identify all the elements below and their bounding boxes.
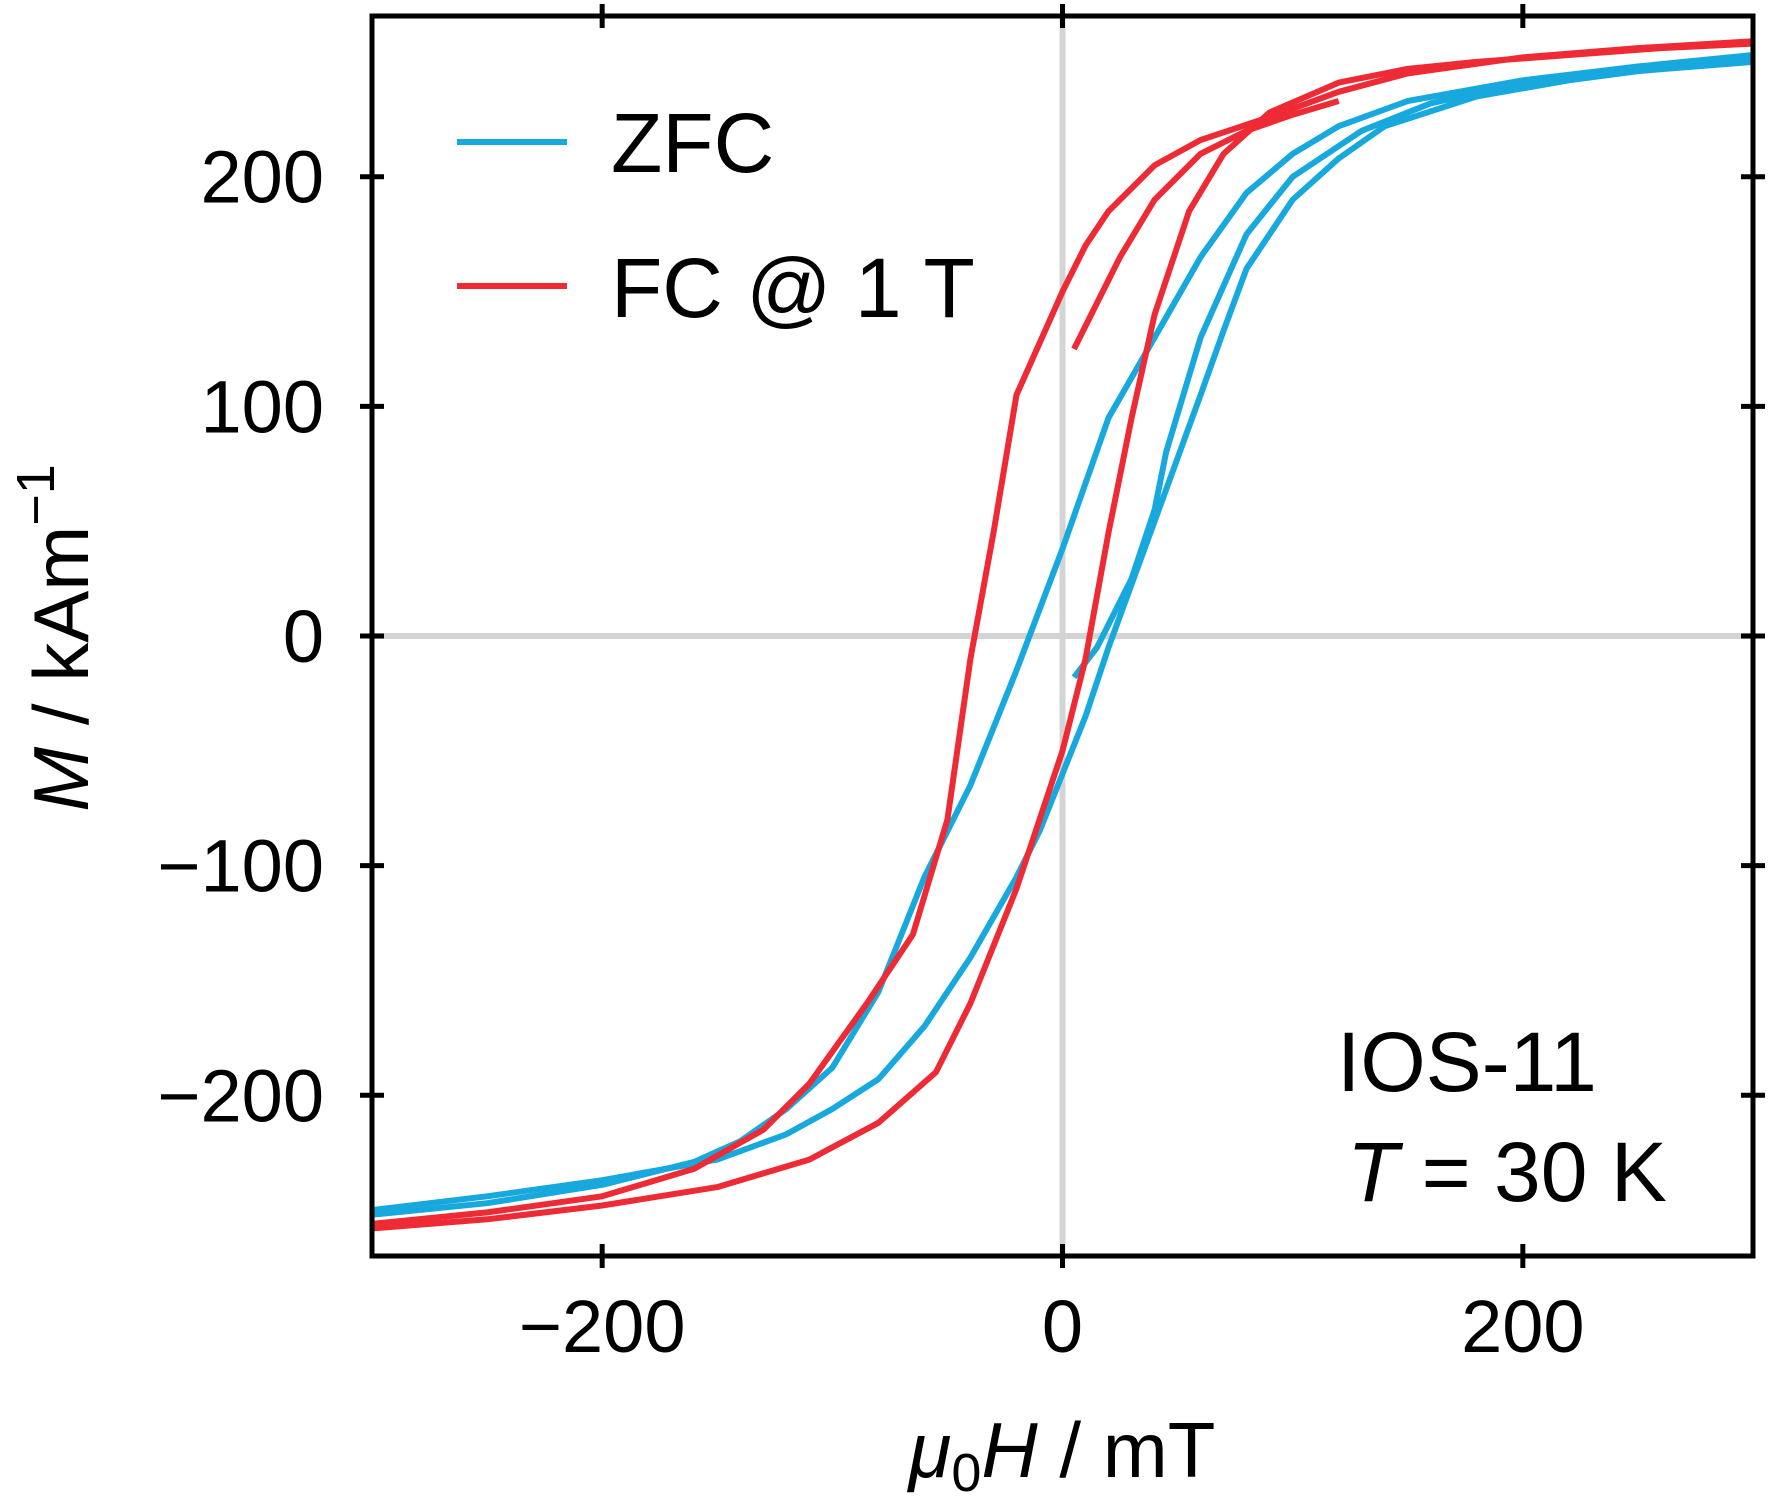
y-axis-label-slash: /	[17, 682, 105, 747]
curve-zfc-ascending	[371, 52, 1754, 1218]
legend-label-zfc: ZFC	[611, 96, 774, 190]
temperature-label: T = 30 K	[1347, 1125, 1667, 1219]
y-tick-label: 200	[201, 136, 324, 219]
temperature-variable: T	[1347, 1125, 1404, 1219]
x-axis-label-subscript: 0	[951, 1443, 981, 1500]
curve-fc-1-t-ascending	[371, 38, 1754, 1227]
legend: ZFC FC @ 1 T	[457, 96, 975, 335]
curve-fc-1-t-branch	[1071, 98, 1340, 351]
y-axis-label-unit: kAm	[17, 526, 105, 682]
y-tick-label: −200	[157, 1054, 324, 1137]
ticks-layer: −200 0 200 −200 −100 0 100 200	[157, 4, 1765, 1368]
curve-fc-1-t-descending	[371, 40, 1754, 1232]
y-axis-label-variable: M	[17, 747, 105, 812]
y-tick-label: 100	[201, 365, 324, 448]
x-tick-label: 0	[1042, 1285, 1083, 1368]
series-fc-1-t	[371, 38, 1754, 1232]
series-layer	[371, 38, 1754, 1232]
x-axis-label: μ0H / mT	[907, 1406, 1216, 1500]
y-axis-label: M / kAm−1	[6, 464, 105, 812]
annotation: IOS-11 T = 30 K	[1337, 1015, 1667, 1219]
x-axis-label-variable: H	[981, 1406, 1038, 1494]
zero-lines	[372, 16, 1753, 1256]
x-tick-label: −200	[519, 1285, 686, 1368]
series-zfc	[371, 52, 1754, 1218]
temperature-value: = 30 K	[1398, 1125, 1667, 1219]
y-tick-label: −100	[157, 825, 324, 908]
x-tick-label: 200	[1461, 1285, 1584, 1368]
x-axis-label-slash: /	[1038, 1406, 1103, 1494]
legend-label-fc: FC @ 1 T	[611, 241, 975, 335]
y-tick-label: 0	[283, 595, 324, 678]
y-axis-label-superscript: −1	[6, 464, 66, 526]
curve-zfc-descending	[371, 58, 1754, 1214]
x-axis-label-mu: μ	[907, 1406, 952, 1494]
x-axis-label-unit: mT	[1103, 1406, 1216, 1494]
sample-label: IOS-11	[1337, 1015, 1597, 1109]
